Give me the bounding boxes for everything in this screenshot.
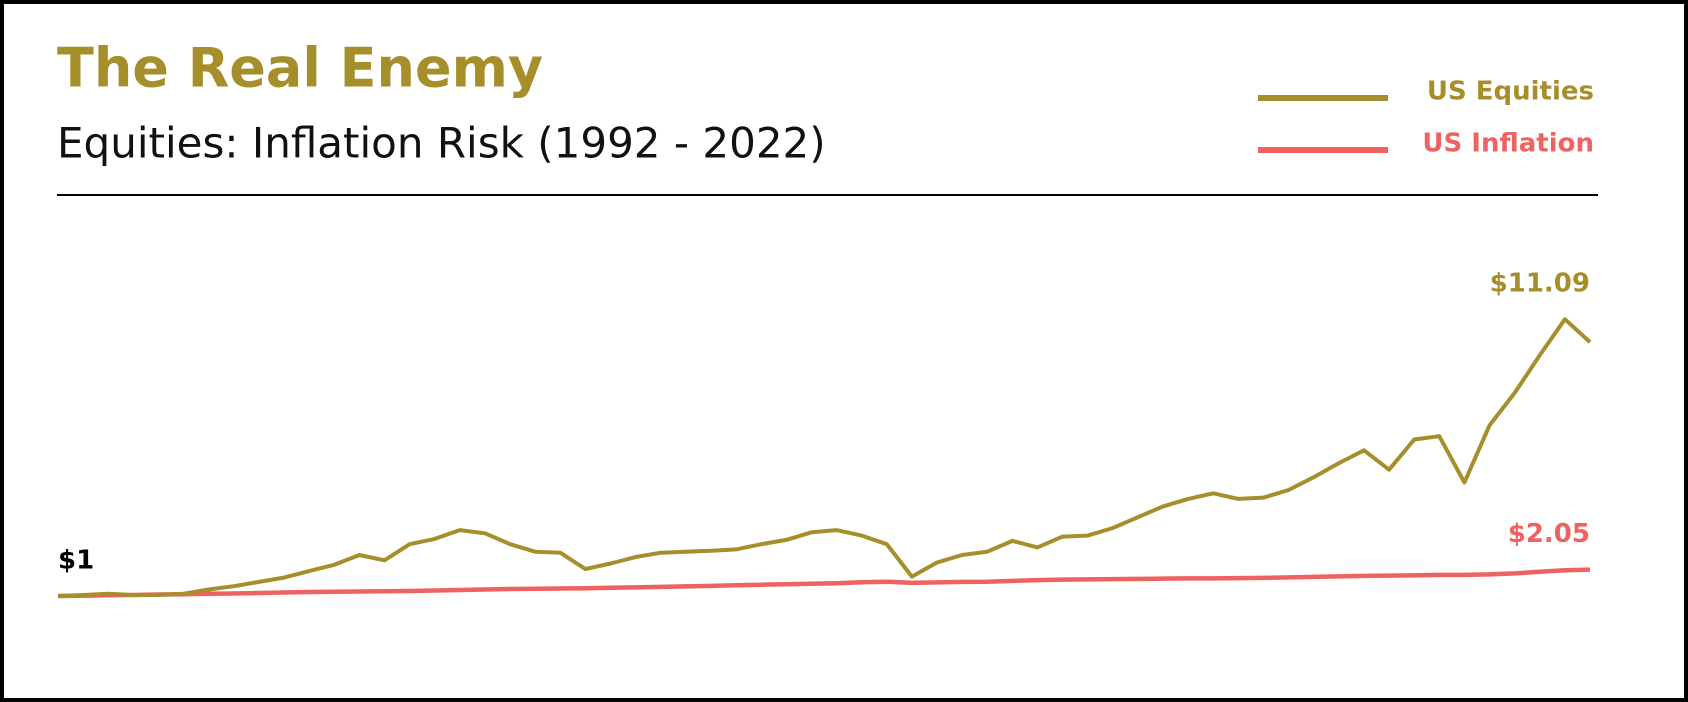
chart-subtitle: Equities: Inflation Risk (1992 - 2022) [57,119,826,168]
data-line [57,567,1591,599]
value-label: $1 [58,546,94,576]
value-label: $11.09 [1490,269,1590,299]
legend-label: US Equities [1427,77,1594,107]
legend-label: US Inflation [1422,129,1594,159]
value-label: $2.05 [1508,519,1590,549]
chart-title: The Real Enemy [57,37,543,100]
data-line [57,317,1592,598]
